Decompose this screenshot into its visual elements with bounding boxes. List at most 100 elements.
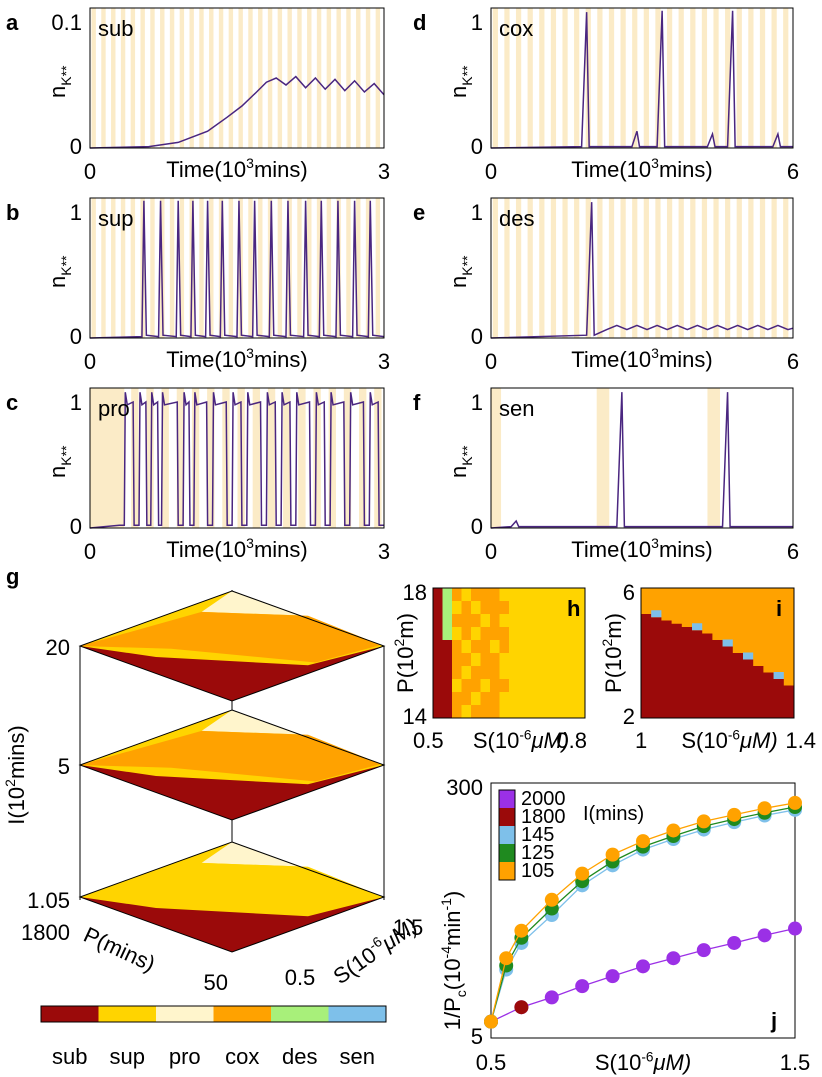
panel-j-point-105 — [696, 814, 711, 829]
panel-g-ptick-1800: 1800 — [21, 920, 70, 945]
panel-h-cell — [518, 679, 529, 693]
panel-d-stim-window — [643, 8, 649, 148]
panel-j-ylabel-sup2: -1 — [438, 898, 454, 911]
panel-e-axes-frame — [490, 197, 794, 339]
panel-f-ylabel: nK** — [446, 445, 475, 478]
panel-i-xlabel: S(10-6μM) — [681, 728, 777, 753]
panel-h-cell — [575, 640, 586, 654]
panel-h-ylabel-main: P(10 — [393, 646, 418, 692]
panel-h-cell — [490, 601, 500, 615]
panel-g-layer-0-region-sub — [80, 646, 384, 701]
panel-h-cell — [499, 614, 510, 628]
panel-e-stim-window — [608, 198, 615, 338]
panel-i-frame — [640, 587, 795, 719]
panel-a-stim-window — [101, 8, 106, 148]
panel-b-stim-window — [248, 198, 253, 338]
panel-d-plot-bg — [491, 8, 793, 148]
panel-g-ztick-105: 1.05 — [27, 888, 70, 913]
panel-j-point-105 — [575, 866, 590, 881]
panel-h-cell — [452, 627, 462, 641]
panel-h-cell — [518, 588, 529, 602]
panel-j-point-105 — [788, 795, 802, 810]
panel-h-cell — [490, 588, 500, 602]
panel-c-letter: c — [6, 390, 18, 415]
panel-h-cell — [528, 627, 538, 641]
panel-a-stim-window — [179, 8, 185, 148]
panel-h-xtick-right: 0.8 — [556, 728, 587, 753]
panel-h-cell — [471, 614, 481, 628]
panel-h-cell — [499, 692, 510, 706]
panel-h-cell — [509, 640, 519, 654]
panel-h-cell — [556, 614, 567, 628]
panel-h-ylabel-sup: 2 — [391, 638, 407, 646]
panel-h-cell — [518, 705, 529, 719]
panel-e-stim-window — [690, 198, 696, 338]
panel-j-ylabel-tail2: min — [440, 911, 465, 946]
panel-d-stim-window — [492, 8, 498, 148]
panel-a-stim-window — [140, 8, 145, 148]
panel-h-cell — [509, 679, 519, 693]
panel-h-cell — [499, 653, 510, 667]
panel-j-legend-frame — [498, 789, 516, 881]
panel-e-xtick-left: 0 — [485, 349, 497, 374]
panel-h-cell — [442, 692, 453, 706]
panel-g-layer-2-region-pro — [201, 842, 381, 896]
panel-d-stim-window — [504, 8, 510, 148]
panel-h-cell — [490, 627, 500, 641]
panel-h-cell — [547, 705, 557, 719]
panel-f-stim-window — [491, 388, 502, 528]
panel-i-ylabel: P(102m) — [599, 613, 626, 693]
panel-h-cell — [518, 653, 529, 667]
legend-label-sen: sen — [340, 1044, 375, 1069]
panel-h-cell — [480, 679, 491, 693]
panel-b-stim-window — [297, 198, 302, 338]
panel-e-stim-window — [666, 198, 673, 338]
legend-swatch-pro — [156, 1006, 214, 1022]
panel-h-cell — [480, 614, 491, 628]
panel-a-xlabel-sup: 3 — [246, 155, 254, 171]
panel-f-ytick-bottom: 0 — [471, 514, 483, 539]
panel-c-xlabel-sup: 3 — [246, 535, 254, 551]
panel-h-cell — [566, 679, 576, 693]
panel-c-stim-window — [267, 388, 276, 528]
panel-e-stim-window — [504, 198, 510, 338]
panel-g-zlabel-tail: mins) — [4, 725, 29, 779]
panel-a-stim-window — [228, 8, 234, 148]
panel-h-cell — [537, 614, 548, 628]
panel-h-cell — [433, 588, 443, 602]
panel-f-stim-window — [707, 388, 721, 528]
panel-h-cell — [566, 601, 576, 615]
panel-b-trace — [89, 200, 385, 339]
panel-d-ylabel-sub: K** — [459, 65, 475, 86]
panel-a-stim-window — [91, 8, 96, 148]
panel-a-axes-frame — [89, 7, 385, 149]
panel-h-cell — [433, 692, 443, 706]
panel-j-ylabel-end: ) — [440, 891, 465, 898]
panel-a-trace — [89, 75, 385, 149]
panel-h-cell — [461, 640, 472, 654]
panel-h-cell — [461, 692, 472, 706]
panel-e-xlabel: Time(103mins) — [571, 345, 712, 372]
panel-j-legend-swatch-2000 — [499, 790, 515, 808]
panel-i-cell-sen — [722, 639, 733, 647]
legend-swatch-sub — [41, 1006, 99, 1022]
panel-h-cell — [490, 692, 500, 706]
panel-h-cell — [442, 614, 453, 628]
panel-j-point-105 — [727, 807, 742, 822]
panel-f-trace — [490, 392, 793, 529]
panel-b-xlabel: Time(103mins) — [166, 345, 307, 372]
panel-h-cell — [490, 640, 500, 654]
panel-d-title: cox — [499, 16, 533, 41]
panel-i-cell-sen — [651, 610, 662, 618]
panel-h-cell — [566, 705, 576, 719]
panel-h-xtick-left: 0.5 — [413, 728, 444, 753]
panel-d-stim-window — [736, 8, 742, 148]
panel-j-ylabel-sup: -4 — [438, 946, 454, 959]
panel-a-stim-window — [160, 8, 165, 148]
panel-d-stim-window — [771, 8, 777, 148]
panel-a-stim-window — [169, 8, 175, 148]
panel-a-stim-window — [356, 8, 361, 148]
panel-d-stim-window — [632, 8, 638, 148]
panel-a-letter: a — [6, 10, 19, 35]
legend-swatch-cox — [213, 1006, 272, 1022]
